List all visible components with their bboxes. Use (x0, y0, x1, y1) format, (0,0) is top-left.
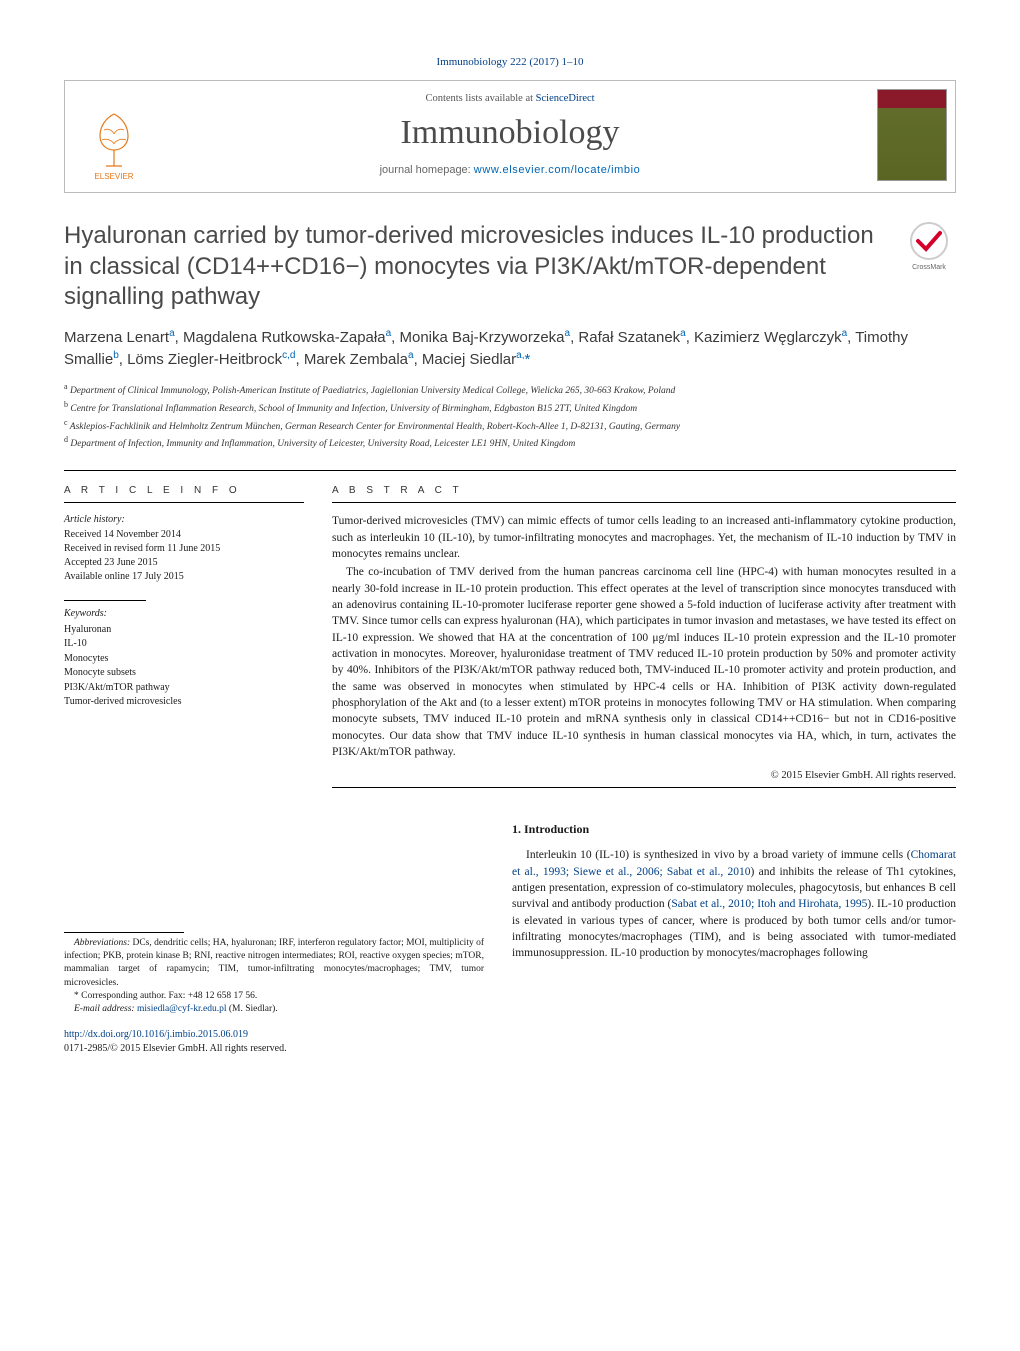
footnote-rule (64, 932, 184, 933)
affiliation-item: a Department of Clinical Immunology, Pol… (64, 381, 956, 399)
history-item: Accepted 23 June 2015 (64, 556, 304, 570)
journal-ref-link[interactable]: Immunobiology 222 (2017) 1–10 (437, 56, 584, 68)
history-item: Received 14 November 2014 (64, 528, 304, 542)
copyright-line: © 2015 Elsevier GmbH. All rights reserve… (332, 770, 956, 781)
footnotes: Abbreviations: DCs, dendritic cells; HA,… (64, 937, 484, 1016)
history-item: Available online 17 July 2015 (64, 570, 304, 584)
article-title: Hyaluronan carried by tumor-derived micr… (64, 221, 956, 313)
introduction-text: Interleukin 10 (IL-10) is synthesized in… (512, 847, 956, 961)
svg-text:CrossMark: CrossMark (912, 264, 946, 271)
email-link[interactable]: misiedla@cyf-kr.edu.pl (137, 1004, 226, 1014)
email-label: E-mail address: (74, 1004, 137, 1014)
journal-header-box: ELSEVIER Contents lists available at Sci… (64, 80, 956, 193)
journal-reference: Immunobiology 222 (2017) 1–10 (64, 56, 956, 68)
doi-link[interactable]: http://dx.doi.org/10.1016/j.imbio.2015.0… (64, 1029, 248, 1040)
keyword-item: Monocytes (64, 652, 304, 667)
abstract-bottom-rule (332, 787, 956, 788)
elsevier-tree-icon (84, 110, 144, 172)
keyword-item: IL-10 (64, 637, 304, 652)
abstract-paragraph: Tumor-derived microvesicles (TMV) can mi… (332, 513, 956, 562)
intro-text-1: Interleukin 10 (IL-10) is synthesized in… (526, 849, 911, 861)
introduction-heading: 1. Introduction (512, 822, 956, 837)
keyword-item: Tumor-derived microvesicles (64, 695, 304, 710)
affiliation-item: b Centre for Translational Inflammation … (64, 399, 956, 417)
contents-available-line: Contents lists available at ScienceDirec… (165, 93, 855, 104)
sciencedirect-link[interactable]: ScienceDirect (536, 93, 595, 104)
doi-block: http://dx.doi.org/10.1016/j.imbio.2015.0… (64, 1028, 484, 1056)
corresponding-author: * Corresponding author. Fax: +48 12 658 … (64, 990, 484, 1003)
journal-name: Immunobiology (165, 114, 855, 152)
history-label: Article history: (64, 513, 304, 527)
history-item: Received in revised form 11 June 2015 (64, 542, 304, 556)
abstract-heading: A B S T R A C T (332, 477, 956, 502)
authors-list: Marzena Lenarta, Magdalena Rutkowska-Zap… (64, 327, 956, 371)
abstract-paragraph: The co-incubation of TMV derived from th… (332, 564, 956, 760)
homepage-link[interactable]: www.elsevier.com/locate/imbio (474, 164, 641, 176)
homepage-line: journal homepage: www.elsevier.com/locat… (165, 164, 855, 176)
email-suffix: (M. Siedlar). (226, 1004, 277, 1014)
journal-cover-thumbnail[interactable] (877, 89, 947, 181)
homepage-prefix: journal homepage: (380, 164, 474, 176)
article-info-heading: A R T I C L E I N F O (64, 477, 304, 502)
affiliation-item: c Asklepios-Fachklinik and Helmholtz Zen… (64, 417, 956, 435)
issn-copyright: 0171-2985/© 2015 Elsevier GmbH. All righ… (64, 1043, 287, 1054)
section-rule-top (64, 470, 956, 471)
citation-link-2[interactable]: Sabat et al., 2010; Itoh and Hirohata, 1… (671, 898, 867, 910)
elsevier-label: ELSEVIER (94, 172, 133, 181)
keywords-block: Keywords: HyaluronanIL-10MonocytesMonocy… (64, 607, 304, 710)
keyword-item: PI3K/Akt/mTOR pathway (64, 681, 304, 696)
keyword-item: Hyaluronan (64, 623, 304, 638)
keyword-item: Monocyte subsets (64, 666, 304, 681)
keywords-label: Keywords: (64, 607, 304, 622)
contents-prefix: Contents lists available at (425, 93, 535, 104)
abstract-body: Tumor-derived microvesicles (TMV) can mi… (332, 513, 956, 760)
affiliations-list: a Department of Clinical Immunology, Pol… (64, 381, 956, 453)
abbrev-label: Abbreviations: (74, 938, 130, 948)
article-history: Article history: Received 14 November 20… (64, 513, 304, 584)
crossmark-badge[interactable]: CrossMark (902, 219, 956, 273)
elsevier-logo[interactable]: ELSEVIER (75, 91, 153, 181)
abstract-rule (332, 502, 956, 503)
affiliation-item: d Department of Infection, Immunity and … (64, 434, 956, 452)
